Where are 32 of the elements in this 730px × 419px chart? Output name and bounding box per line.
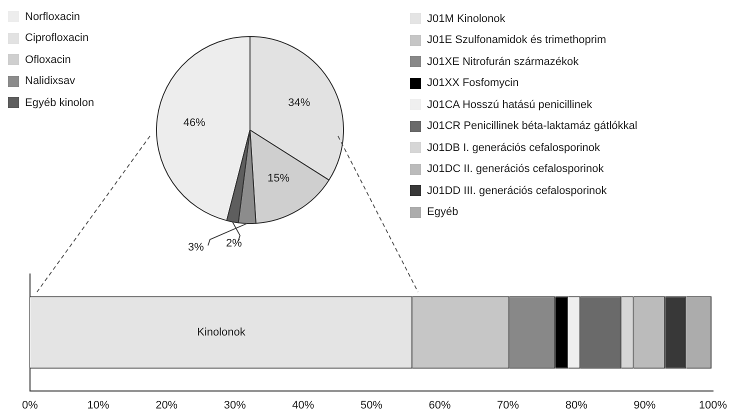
x-tick-label: 10%	[87, 399, 110, 412]
x-tick-label: 70%	[497, 399, 520, 412]
legend-label: J01E Szulfonamidok és trimethoprim	[426, 33, 608, 48]
legend-label: J01DB I. generációs cefalosporinok	[426, 140, 602, 156]
data-label: 3%	[188, 242, 204, 254]
data-label: 46%	[183, 117, 206, 129]
x-tick-label: 40%	[292, 399, 314, 412]
legend-label: J01DD III. generációs cefalosporinok	[426, 184, 608, 199]
data-label: 34%	[288, 97, 310, 110]
legend-label: Ciprofloxacin	[24, 31, 90, 46]
legend-label: J01XE Nitrofurán származékok	[426, 54, 580, 70]
legend-label: J01CR Penicillinek béta-laktamáz gátlókkal	[426, 119, 638, 134]
legend-label: J01XX Fosfomycin	[426, 76, 520, 92]
legend-label: Nalidixsav	[24, 74, 76, 90]
annotation: Kinolonok	[197, 326, 246, 338]
x-tick-label: 20%	[156, 399, 178, 412]
x-tick-label: 100%	[698, 399, 728, 412]
legend-label: J01M Kinolonok	[426, 12, 506, 27]
x-tick-label: 90%	[634, 399, 656, 412]
data-label: 2%	[226, 238, 242, 250]
legend-label: Ofloxacin	[24, 52, 72, 68]
legend-label: Norfloxacin	[24, 10, 82, 25]
legend-label: Egyéb	[426, 205, 460, 220]
data-label: 15%	[268, 172, 290, 184]
x-tick-label: 60%	[428, 399, 451, 412]
legend-label: J01CA Hosszú hatású penicillinek	[426, 98, 594, 113]
x-tick-label: 80%	[565, 399, 588, 412]
x-tick-label: 50%	[360, 399, 383, 412]
x-tick-label: 30%	[224, 399, 246, 412]
legend-label: J01DC II. generációs cefalosporinok	[426, 162, 605, 178]
x-tick-label: 0%	[22, 399, 38, 412]
legend-label: Egyéb kinolon	[24, 96, 94, 111]
